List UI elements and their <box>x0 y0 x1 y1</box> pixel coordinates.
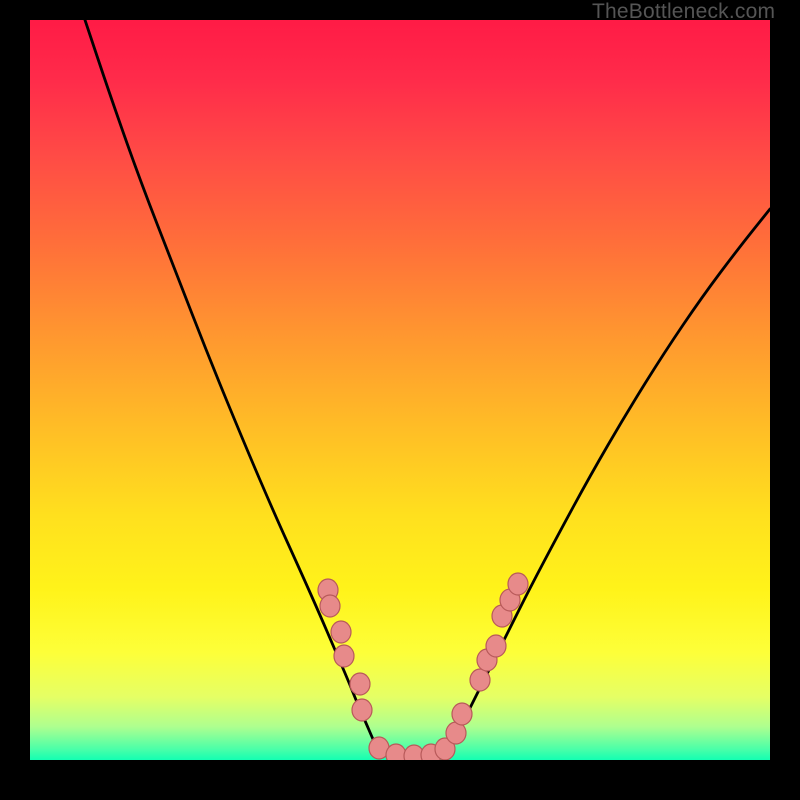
data-marker <box>350 673 370 695</box>
data-marker <box>334 645 354 667</box>
data-marker <box>486 635 506 657</box>
outer-frame: TheBottleneck.com <box>0 0 800 800</box>
chart-overlay <box>30 20 770 760</box>
bottleneck-curve <box>85 20 770 758</box>
data-marker <box>320 595 340 617</box>
data-marker <box>452 703 472 725</box>
data-marker <box>352 699 372 721</box>
watermark-text: TheBottleneck.com <box>592 0 775 24</box>
data-marker <box>508 573 528 595</box>
data-marker <box>331 621 351 643</box>
data-marker <box>470 669 490 691</box>
data-marker <box>386 744 406 760</box>
